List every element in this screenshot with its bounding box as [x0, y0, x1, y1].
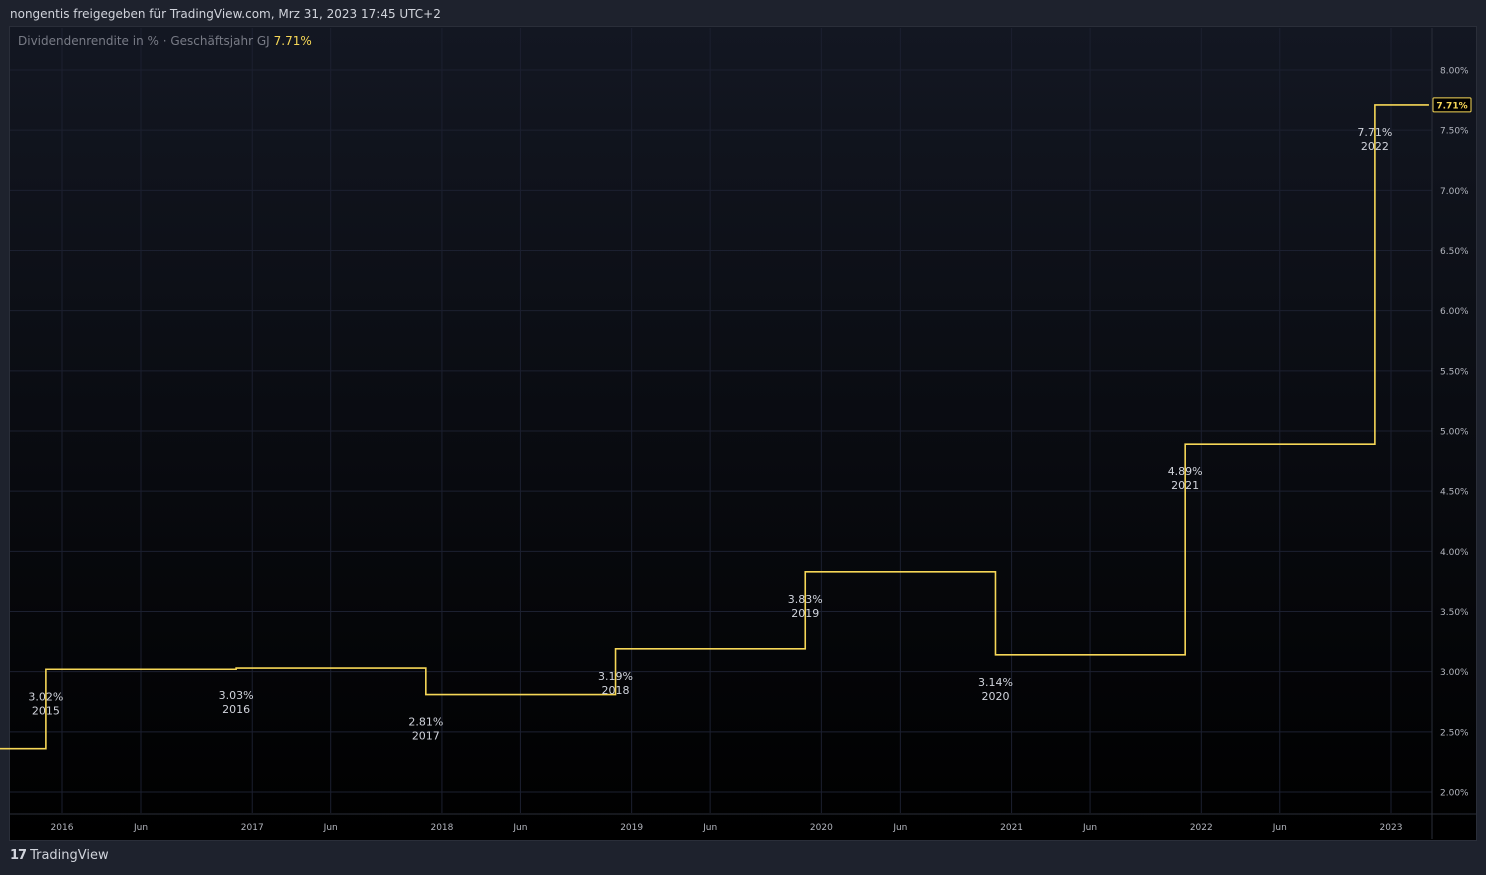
y-tick-label: 4.50%	[1440, 488, 1469, 498]
y-tick-label: 2.00%	[1440, 789, 1469, 799]
x-tick-label: Jun	[892, 823, 907, 833]
x-tick-label: 2023	[1380, 823, 1403, 833]
x-tick-label: Jun	[512, 823, 527, 833]
data-label-year: 2017	[412, 730, 440, 743]
legend-value: 7.71%	[273, 34, 312, 48]
chart-frame[interactable]	[9, 26, 1477, 841]
data-label-value: 4.89%	[1168, 465, 1203, 478]
share-header: nongentis freigegeben für TradingView.co…	[10, 7, 441, 21]
y-tick-label: 5.50%	[1440, 367, 1469, 377]
y-tick-label: 4.00%	[1440, 548, 1469, 558]
data-label-value: 3.19%	[598, 670, 633, 683]
y-tick-label: 5.00%	[1440, 428, 1469, 438]
y-tick-label: 3.00%	[1440, 668, 1469, 678]
grid-lines	[10, 28, 1432, 813]
data-label-year: 2021	[1171, 479, 1199, 492]
data-label-value: 3.83%	[788, 593, 823, 606]
y-tick-label: 2.50%	[1440, 728, 1469, 738]
x-tick-label: 2017	[241, 823, 264, 833]
y-tick-label: 7.50%	[1440, 127, 1469, 137]
x-tick-label: 2019	[620, 823, 643, 833]
y-tick-label: 3.50%	[1440, 608, 1469, 618]
x-tick-label: 2016	[51, 823, 74, 833]
data-label-year: 2022	[1361, 140, 1389, 153]
x-tick-label: 2021	[1000, 823, 1023, 833]
data-label-year: 2019	[791, 607, 819, 620]
brand-name: TradingView	[30, 848, 109, 863]
data-label-value: 3.02%	[28, 690, 63, 703]
data-label-year: 2016	[222, 703, 250, 716]
x-tick-label: Jun	[702, 823, 717, 833]
chart-legend[interactable]: Dividendenrendite in % · Geschäftsjahr G…	[18, 34, 312, 48]
y-tick-label: 6.00%	[1440, 307, 1469, 317]
x-tick-label: 2020	[810, 823, 833, 833]
x-tick-label: 2018	[430, 823, 453, 833]
x-tick-label: Jun	[1082, 823, 1097, 833]
legend-label: Dividendenrendite in % · Geschäftsjahr G…	[18, 34, 270, 48]
data-label-value: 3.03%	[219, 689, 254, 702]
data-label-year: 2020	[981, 690, 1009, 703]
y-tick-label: 6.50%	[1440, 247, 1469, 257]
data-labels: 3.02%2015 3.03%2016 2.81%2017 3.19%2018 3.83…	[28, 126, 1392, 743]
x-tick-label: Jun	[133, 823, 148, 833]
x-tick-label: 2022	[1190, 823, 1213, 833]
y-tick-label: 8.00%	[1440, 67, 1469, 77]
y-tick-label: 7.00%	[1440, 187, 1469, 197]
data-label-year: 2015	[32, 704, 60, 717]
last-value-tag	[1432, 97, 1472, 113]
x-tick-label: Jun	[1272, 823, 1287, 833]
data-label-value: 7.71%	[1357, 126, 1392, 139]
last-value-label: 7.71%	[1436, 101, 1467, 111]
series-line	[0, 104, 1429, 750]
axes: 2.00% 2.50% 3.00% 3.50% 4.00% 4.50% 5.00% 5.50%…	[10, 28, 1476, 839]
data-label-year: 2018	[602, 684, 630, 697]
x-tick-label: Jun	[323, 823, 338, 833]
data-label-value: 3.14%	[978, 676, 1013, 689]
footer-brand[interactable]: 𝟭𝟳 TradingView	[10, 848, 109, 863]
data-label-value: 2.81%	[408, 716, 443, 729]
tradingview-logo-icon: 𝟭𝟳	[10, 848, 27, 863]
series-layer	[0, 104, 1429, 750]
